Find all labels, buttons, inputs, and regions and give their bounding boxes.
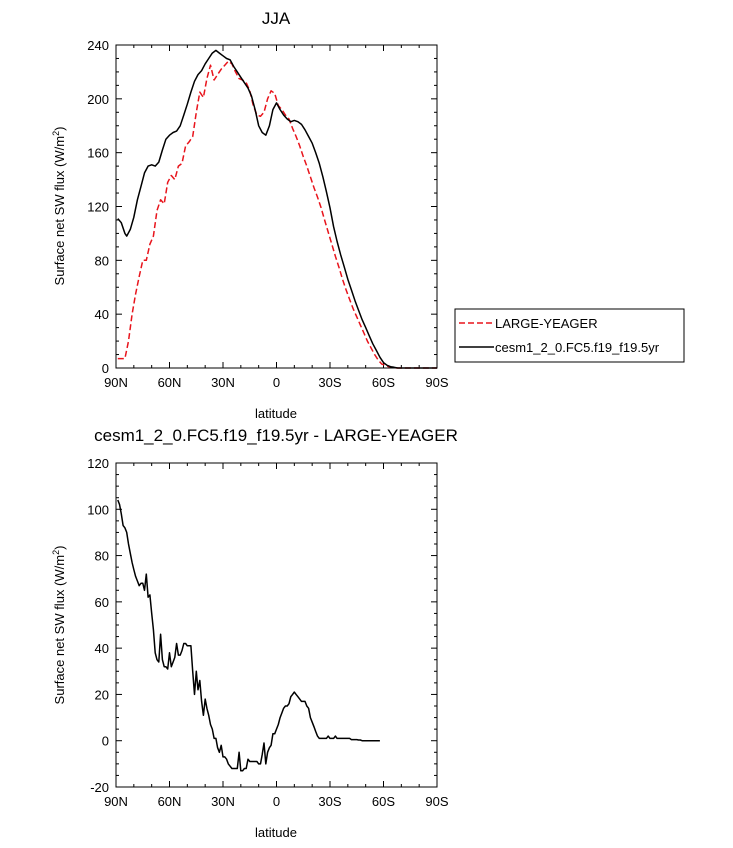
x-tick-label: 60N bbox=[158, 375, 182, 390]
y-tick-label: 100 bbox=[87, 502, 109, 517]
y-tick-label: 120 bbox=[87, 200, 109, 215]
top-plot-ylabel-sup: 2 bbox=[51, 131, 61, 136]
top-plot-frame bbox=[115, 44, 438, 369]
bottom-plot-frame bbox=[115, 462, 438, 788]
top-plot-ylabel: Surface net SW flux (W/m2) bbox=[51, 127, 67, 286]
bottom-plot: cesm1_2_0.FC5.f19_f19.5yr - LARGE-YEAGER… bbox=[51, 426, 458, 840]
x-tick-label: 90N bbox=[104, 375, 128, 390]
bottom-plot-ticks: 90N 60N 30N 0 30S 60S 90S -20 0 20 40 60 80 100 120 bbox=[87, 456, 449, 809]
y-tick-label: 160 bbox=[87, 146, 109, 161]
y-tick-label: 40 bbox=[95, 307, 109, 322]
y-tick-label: 120 bbox=[87, 456, 109, 471]
x-tick-label: 0 bbox=[273, 794, 280, 809]
y-tick-label: 200 bbox=[87, 92, 109, 107]
legend-label-large-yeager: LARGE-YEAGER bbox=[495, 316, 598, 331]
bottom-plot-ylabel-close: ) bbox=[52, 546, 67, 550]
x-tick-label: 60S bbox=[372, 375, 395, 390]
x-tick-label: 60N bbox=[158, 794, 182, 809]
bottom-plot-lines bbox=[117, 499, 380, 772]
x-tick-label: 60S bbox=[372, 794, 395, 809]
top-plot: JJA 90N 60N 30N 0 30S 60S 90S 0 40 80 120 160 200 240… bbox=[51, 9, 685, 421]
y-tick-label: 80 bbox=[95, 253, 109, 268]
top-plot-ylabel-main: Surface net SW flux (W/m bbox=[52, 136, 67, 286]
x-tick-label: 30S bbox=[318, 794, 341, 809]
bottom-plot-ylabel-sup: 2 bbox=[51, 550, 61, 555]
x-tick-label: 30N bbox=[211, 794, 235, 809]
x-tick-label: 90S bbox=[425, 375, 448, 390]
y-tick-label: 0 bbox=[102, 361, 109, 376]
x-tick-label: 0 bbox=[273, 375, 280, 390]
top-plot-title: JJA bbox=[262, 9, 291, 28]
x-tick-label: 30N bbox=[211, 375, 235, 390]
bottom-plot-ylabel-main: Surface net SW flux (W/m bbox=[52, 555, 67, 705]
y-tick-label: 60 bbox=[95, 595, 109, 610]
y-tick-label: 40 bbox=[95, 641, 109, 656]
legend-label-cesm: cesm1_2_0.FC5.f19_f19.5yr bbox=[495, 340, 660, 355]
series-line-1 bbox=[117, 49, 437, 369]
difference-series-line bbox=[117, 499, 380, 772]
y-tick-label: 240 bbox=[87, 38, 109, 53]
top-plot-lines bbox=[117, 49, 437, 369]
y-tick-label: 80 bbox=[95, 549, 109, 564]
bottom-plot-ylabel: Surface net SW flux (W/m2) bbox=[51, 546, 67, 705]
y-tick-label: 0 bbox=[102, 734, 109, 749]
y-tick-label: 20 bbox=[95, 687, 109, 702]
series-line-0 bbox=[117, 60, 437, 369]
x-tick-label: 30S bbox=[318, 375, 341, 390]
x-tick-label: 90S bbox=[425, 794, 448, 809]
bottom-plot-title: cesm1_2_0.FC5.f19_f19.5yr - LARGE-YEAGER bbox=[94, 426, 458, 445]
x-tick-label: 90N bbox=[104, 794, 128, 809]
bottom-plot-xlabel: latitude bbox=[255, 825, 297, 840]
top-plot-legend: LARGE-YEAGER cesm1_2_0.FC5.f19_f19.5yr bbox=[454, 308, 685, 363]
y-tick-label: -20 bbox=[90, 780, 109, 795]
top-plot-xlabel: latitude bbox=[255, 406, 297, 421]
top-plot-ticks: 90N 60N 30N 0 30S 60S 90S 0 40 80 120 160 200 240 bbox=[87, 38, 449, 390]
top-plot-ylabel-close: ) bbox=[52, 127, 67, 131]
legend-box bbox=[454, 308, 685, 363]
